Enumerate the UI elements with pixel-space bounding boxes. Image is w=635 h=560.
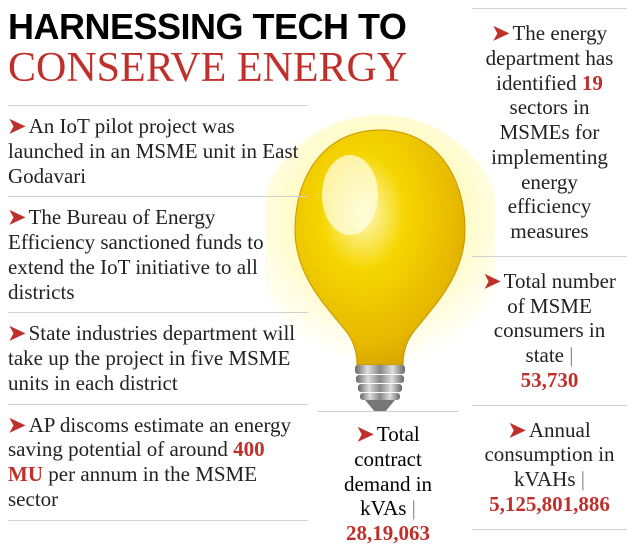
fact-text: An IoT pilot project was launched in an … xyxy=(8,114,298,188)
bullet-arrow-icon: ➤ xyxy=(492,21,510,45)
right-fact-0: ➤The energy department has identified 19… xyxy=(472,8,627,256)
separator: | xyxy=(576,467,585,491)
bottom-mid-fact: ➤Total contract demand in kVAs | 28,19,0… xyxy=(318,411,458,552)
left-fact-3: ➤AP discoms estimate an energy saving po… xyxy=(8,404,308,521)
title-block: HARNESSING TECH TO CONSERVE ENERGY xyxy=(8,8,466,90)
fact-text: The Bureau of Energy Efficiency sanction… xyxy=(8,205,264,303)
bullet-arrow-icon: ➤ xyxy=(8,413,26,437)
bullet-arrow-icon: ➤ xyxy=(8,205,26,229)
right-fact-1: ➤Total number of MSME consumers in state… xyxy=(472,256,627,405)
left-fact-1: ➤The Bureau of Energy Efficiency sanctio… xyxy=(8,196,308,312)
bullet-arrow-icon: ➤ xyxy=(356,422,374,446)
right-column: ➤The energy department has identified 19… xyxy=(472,8,627,530)
fact-text: Total number of MSME consumers in state xyxy=(494,269,616,367)
infographic-container: HARNESSING TECH TO CONSERVE ENERGY xyxy=(0,0,635,560)
fact-text: Annual consumption in kVAHs xyxy=(484,418,614,492)
title-line2: CONSERVE ENERGY xyxy=(8,46,466,90)
right-fact-2: ➤Annual consumption in kVAHs | 5,125,801… xyxy=(472,405,627,530)
separator: | xyxy=(564,343,573,367)
bullet-arrow-icon: ➤ xyxy=(8,114,26,138)
fact-text-post: per annum in the MSME sector xyxy=(8,462,257,511)
left-column: ➤An IoT pilot project was launched in an… xyxy=(8,105,308,521)
title-line1: HARNESSING TECH TO xyxy=(8,8,466,46)
fact-value: 53,730 xyxy=(478,368,621,393)
bullet-arrow-icon: ➤ xyxy=(8,321,26,345)
fact-highlight: 19 xyxy=(582,71,603,95)
bullet-arrow-icon: ➤ xyxy=(508,418,526,442)
left-fact-0: ➤An IoT pilot project was launched in an… xyxy=(8,105,308,196)
fact-text-post: sectors in MSMEs for implementing energy… xyxy=(491,95,608,243)
left-fact-2: ➤State industries department will take u… xyxy=(8,312,308,403)
fact-value: 28,19,063 xyxy=(324,521,452,546)
separator: | xyxy=(406,496,415,520)
bullet-arrow-icon: ➤ xyxy=(483,269,501,293)
fact-value: 5,125,801,886 xyxy=(478,492,621,517)
fact-text: State industries department will take up… xyxy=(8,321,295,395)
